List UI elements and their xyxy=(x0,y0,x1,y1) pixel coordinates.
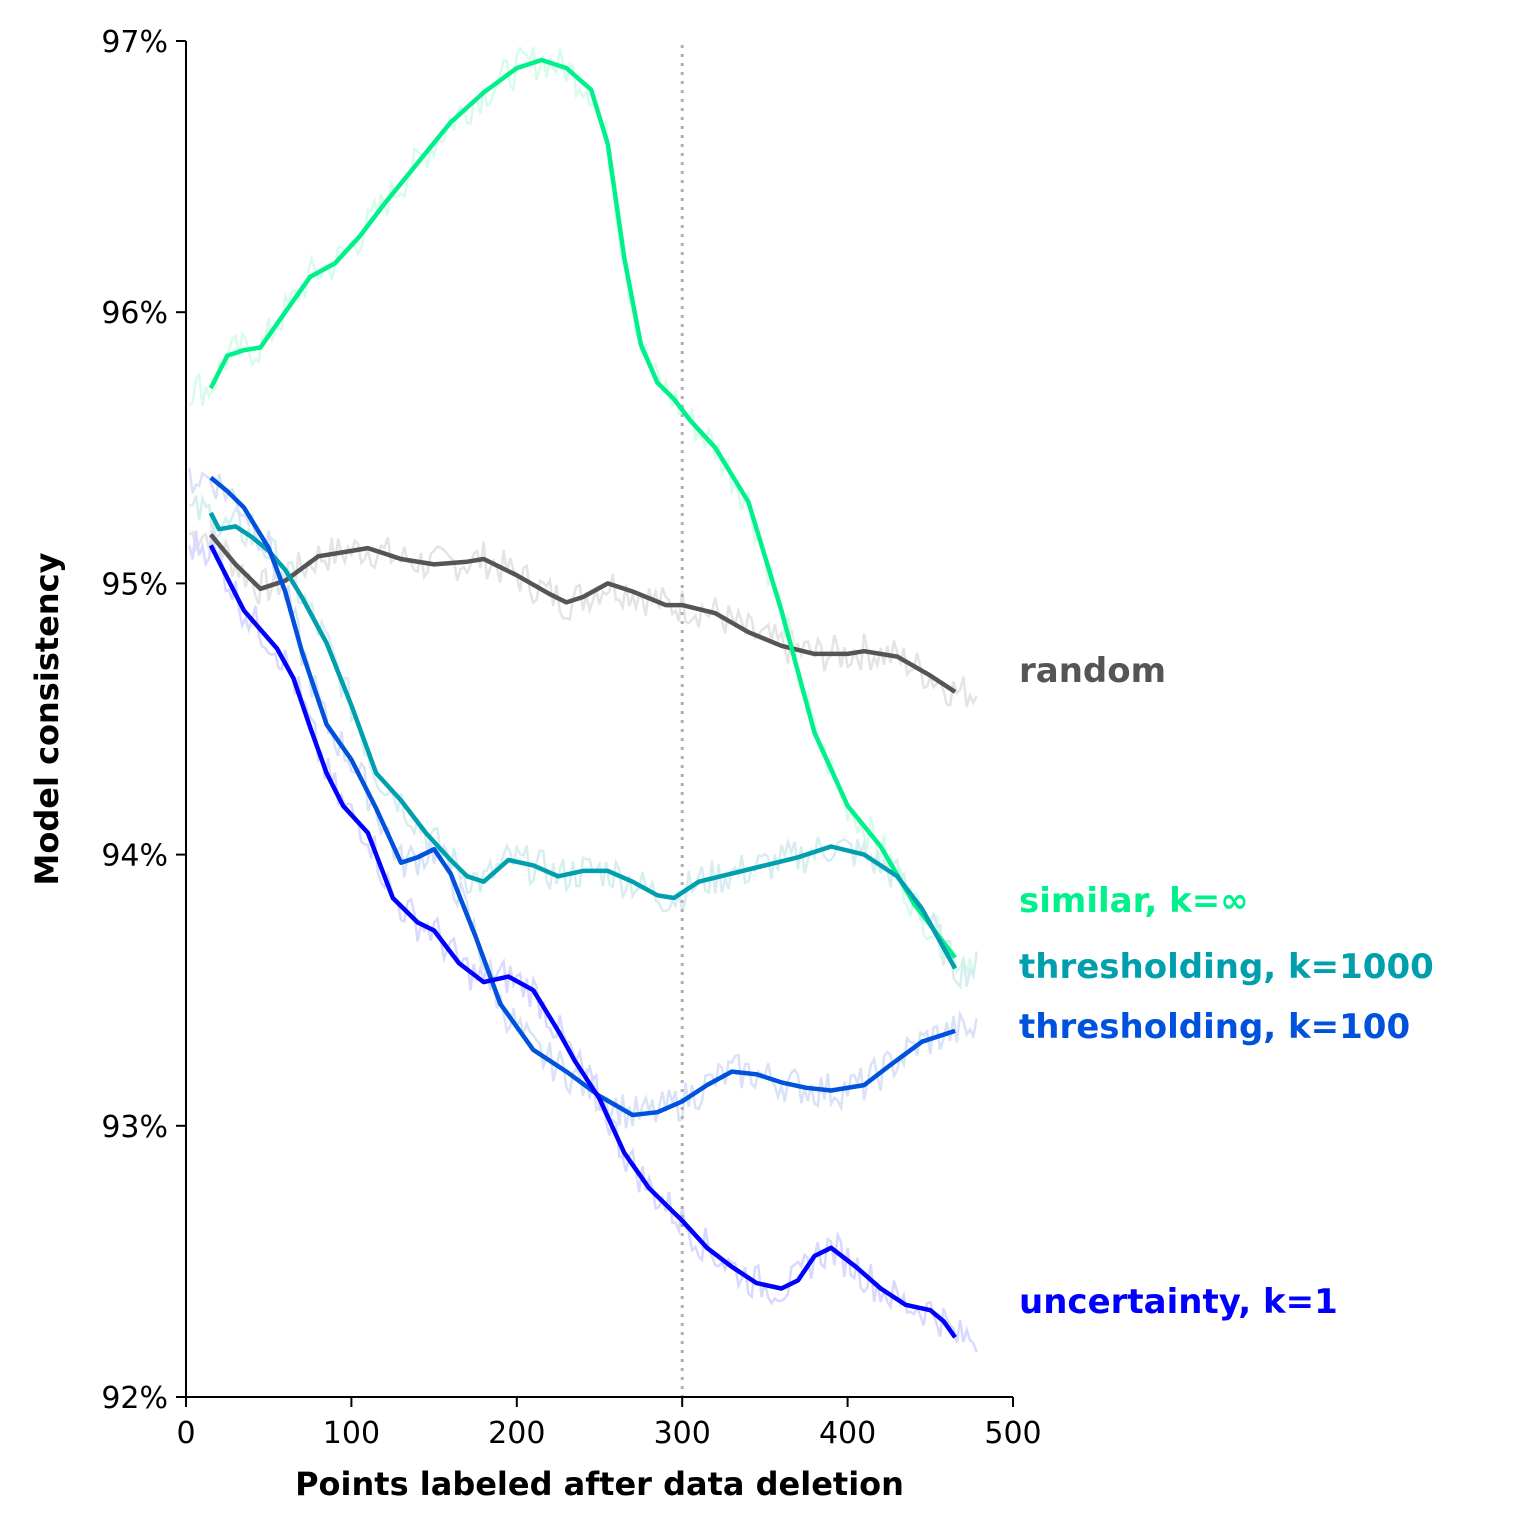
y-tick-label: 97% xyxy=(101,25,168,60)
series-label: thresholding, k=1000 xyxy=(1019,947,1434,987)
axes xyxy=(185,41,1013,1398)
x-tick-label: 500 xyxy=(984,1416,1041,1451)
series-line-series-1 xyxy=(208,57,957,960)
x-tick-label: 200 xyxy=(488,1416,545,1451)
y-tick-label: 92% xyxy=(101,1381,168,1416)
raw-series-layer xyxy=(188,45,978,1353)
series-label: similar, k=∞ xyxy=(1019,881,1249,921)
series-line-series-4 xyxy=(208,544,957,1339)
series-label: thresholding, k=100 xyxy=(1019,1007,1410,1047)
y-axis-title: Model consistency xyxy=(28,552,66,885)
raw-trace-series-1 xyxy=(188,45,978,976)
y-ticks: 92% 93% 94% 95% 96% 97% xyxy=(101,25,186,1416)
x-tick-label: 100 xyxy=(323,1416,380,1451)
y-tick-label: 94% xyxy=(101,839,168,874)
x-tick-label: 0 xyxy=(176,1416,195,1451)
x-ticks: 0 100 200 300 400 500 xyxy=(176,1397,1042,1451)
y-tick-label: 93% xyxy=(101,1110,168,1145)
smoothed-series-layer xyxy=(208,57,958,1339)
raw-trace-series-2 xyxy=(189,493,978,991)
series-line-series-0 xyxy=(209,533,957,694)
x-tick-label: 400 xyxy=(819,1416,876,1451)
x-tick-label: 300 xyxy=(654,1416,711,1451)
y-tick-label: 96% xyxy=(101,296,168,331)
raw-trace-series-0 xyxy=(188,521,978,708)
series-line-series-2 xyxy=(208,511,958,970)
series-line-series-3 xyxy=(209,475,956,1118)
y-tick-label: 95% xyxy=(101,567,168,602)
series-label: random xyxy=(1019,651,1166,691)
series-label: uncertainty, k=1 xyxy=(1019,1282,1338,1322)
series-labels: random similar, k=∞ thresholding, k=1000 th… xyxy=(1019,651,1434,1322)
x-axis-title: Points labeled after data deletion xyxy=(295,1465,904,1503)
